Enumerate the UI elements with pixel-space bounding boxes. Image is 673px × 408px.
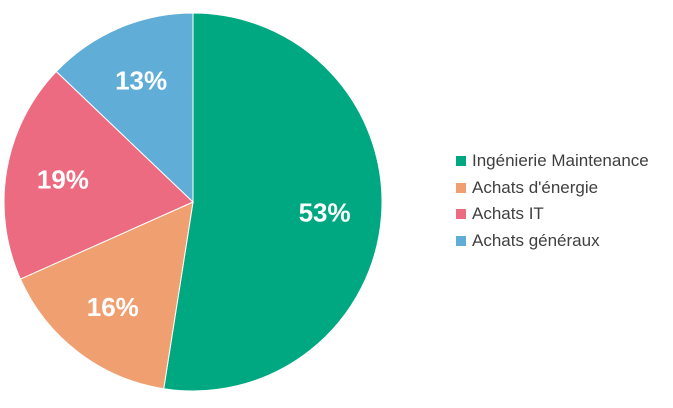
legend-label: Achats généraux [472, 230, 600, 250]
legend-item-achats-d-energie: Achats d'énergie [456, 175, 649, 202]
legend-item-achats-generaux: Achats généraux [456, 228, 649, 255]
legend-label: Ingénierie Maintenance [472, 151, 649, 171]
pie-slice-achats-generaux [55, 12, 194, 204]
legend: Ingénierie Maintenance Achats d'énergie Ac… [456, 148, 649, 254]
legend-label: Achats d'énergie [472, 177, 599, 197]
pie-slice-labels: 53% 16% 19% 13% [37, 66, 351, 322]
legend-swatch [456, 156, 466, 167]
legend-swatch [456, 209, 466, 220]
legend-item-ingenierie-maintenance: Ingénierie Maintenance [456, 148, 649, 175]
slice-value-label-achats-it: 19% [37, 165, 89, 195]
legend-swatch [456, 182, 466, 193]
pie-slice-achats-d-energie [19, 201, 194, 390]
legend-label: Achats IT [472, 204, 544, 224]
slice-value-label-achats-d-energie: 16% [87, 292, 139, 322]
legend-swatch [456, 235, 466, 246]
pie-slice-achats-it [3, 70, 194, 280]
slice-value-label-ingenierie-maintenance: 53% [299, 197, 351, 227]
slice-value-label-achats-generaux: 13% [115, 66, 167, 96]
pie-slices [3, 12, 383, 392]
legend-item-achats-it: Achats IT [456, 201, 649, 228]
pie-slice-ingenierie-maintenance [163, 12, 383, 392]
